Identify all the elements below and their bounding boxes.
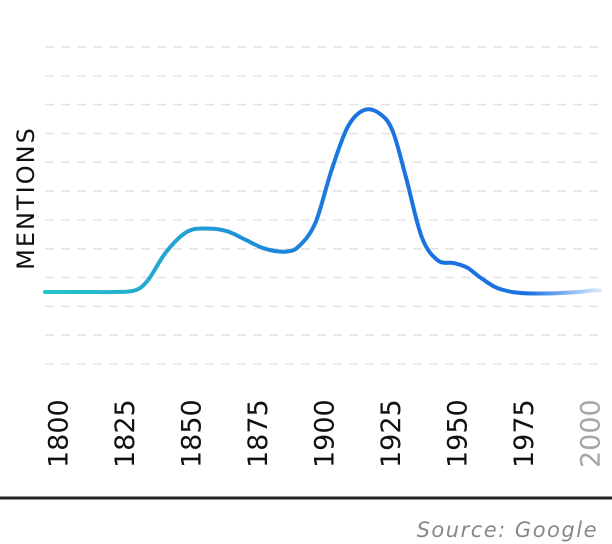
y-axis-label: MENTIONS bbox=[12, 126, 40, 270]
x-tick-label: 1925 bbox=[376, 399, 407, 468]
series-line bbox=[43, 107, 602, 296]
x-tick-label: 1850 bbox=[177, 399, 208, 468]
x-tick-label: 1800 bbox=[44, 399, 75, 468]
x-tick-label: 1975 bbox=[509, 399, 540, 468]
x-tick-label: 2000 bbox=[576, 399, 607, 468]
x-tick-label: 1825 bbox=[110, 399, 141, 468]
source-note: Source: Google bbox=[417, 518, 598, 542]
x-tick-label: 1875 bbox=[243, 399, 274, 468]
x-tick-label: 1900 bbox=[310, 399, 341, 468]
gridlines bbox=[45, 46, 600, 365]
x-tick-labels: 1800 1825 1850 1875 1900 1925 1950 1975 2000 bbox=[44, 399, 607, 468]
x-tick-label: 1950 bbox=[443, 399, 474, 468]
